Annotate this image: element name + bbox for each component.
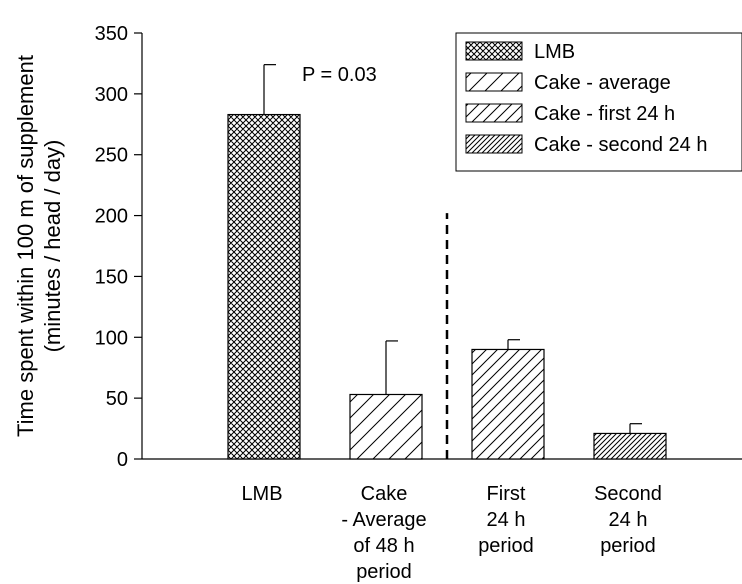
error-bars xyxy=(263,64,642,434)
y-tick-label: 350 xyxy=(95,23,128,45)
p-value-annotation: P = 0.03 xyxy=(302,64,377,86)
x-category-label: Second 24 h period xyxy=(594,483,662,557)
x-category-label-line: period xyxy=(356,561,412,583)
legend-swatch xyxy=(465,72,523,92)
x-category-label-line: Cake xyxy=(361,483,408,505)
x-category-label: First 24 h period xyxy=(478,483,534,557)
y-tick-label: 50 xyxy=(106,388,128,410)
x-category-label: Cake - Average of 48 h period xyxy=(341,483,426,583)
category-labels: LMB Cake - Average of 48 h period First 24 h pe… xyxy=(241,483,661,583)
x-category-label-line: 24 h xyxy=(609,509,648,531)
y-tick-label: 250 xyxy=(95,145,128,167)
x-category-label-line: Second xyxy=(594,483,662,505)
legend-swatch xyxy=(465,103,523,123)
x-category-label-line: period xyxy=(600,535,656,557)
x-category-label-line: - Average xyxy=(341,509,426,531)
legend-label: Cake - average xyxy=(534,72,671,94)
x-category-label-line: 24 h xyxy=(487,509,526,531)
legend-label: LMB xyxy=(534,41,575,63)
bar xyxy=(349,393,423,460)
y-tick-label: 100 xyxy=(95,327,128,349)
y-tick-label: 150 xyxy=(95,266,128,288)
bar xyxy=(471,348,545,460)
x-category-label-line: LMB xyxy=(241,483,282,505)
y-axis-title-line-2: (minutes / head / day) xyxy=(40,140,65,353)
y-tick-label: 0 xyxy=(117,449,128,471)
x-category-label-line: First xyxy=(487,483,526,505)
legend-label: Cake - second 24 h xyxy=(534,134,707,156)
x-category-label: LMB xyxy=(241,483,282,505)
legend-swatch xyxy=(465,41,523,61)
legend: LMB Cake - average Cake - first 24 h Cake -… xyxy=(455,32,742,172)
legend-label: Cake - first 24 h xyxy=(534,103,675,125)
y-tick-label: 300 xyxy=(95,84,128,106)
legend-swatch xyxy=(465,134,523,154)
y-axis-title-line-1: Time spent within 100 m of supplement xyxy=(13,55,38,437)
bar xyxy=(593,432,667,460)
y-tick-label: 200 xyxy=(95,206,128,228)
bar xyxy=(227,113,301,460)
y-axis: 0 50 100 150 200 250 300 350 xyxy=(95,23,143,471)
y-axis-title: Time spent within 100 m of supplement (m… xyxy=(13,55,65,437)
x-category-label-line: period xyxy=(478,535,534,557)
x-category-label-line: of 48 h xyxy=(353,535,414,557)
